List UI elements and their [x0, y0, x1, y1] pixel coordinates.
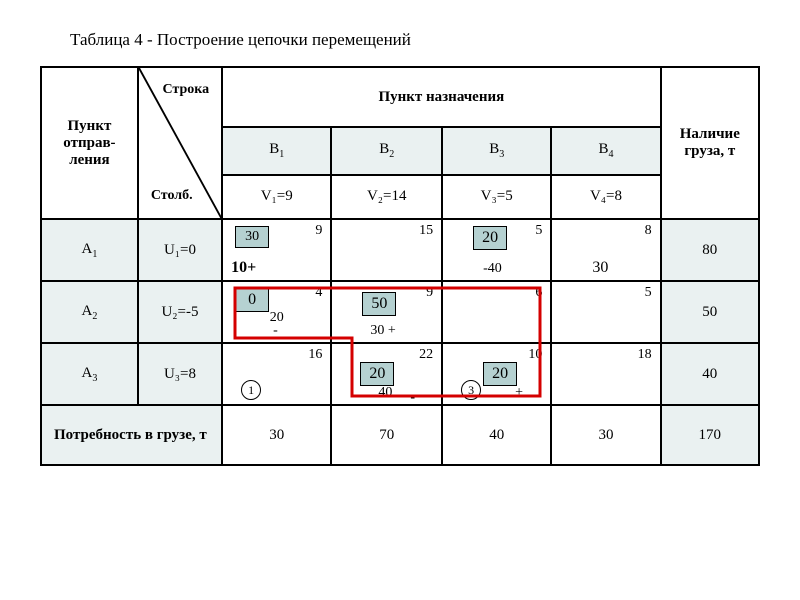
col-B1: B1	[222, 127, 331, 175]
header-dest: Пункт назначения	[222, 67, 660, 127]
cell-1-2: 15	[331, 219, 442, 281]
col-B2: B2	[331, 127, 442, 175]
cell-2-2: 9 50 30 +	[331, 281, 442, 343]
row-A1: A1	[41, 219, 138, 281]
transport-table: Пункт отправ-ления Строка Столб. Пункт н…	[40, 66, 760, 466]
cell-1-1: 9 30 10+	[222, 219, 331, 281]
U3: U₃=8	[138, 343, 222, 405]
col-V1: V₁=9	[222, 175, 331, 219]
table-title: Таблица 4 - Построение цепочки перемещен…	[70, 30, 760, 50]
header-source: Пункт отправ-ления	[41, 67, 138, 219]
demand-4: 30	[551, 405, 660, 465]
supply-1: 80	[661, 219, 759, 281]
col-B3: B3	[442, 127, 551, 175]
cell-3-1: 16 1	[222, 343, 331, 405]
header-diag: Строка Столб.	[138, 67, 222, 219]
demand-1: 30	[222, 405, 331, 465]
cell-3-2: 22 20 40 -	[331, 343, 442, 405]
cell-1-4: 8 30	[551, 219, 660, 281]
row-A2: A2	[41, 281, 138, 343]
supply-3: 40	[661, 343, 759, 405]
row-A3: A3	[41, 343, 138, 405]
cell-3-3: 10 20 3 +	[442, 343, 551, 405]
header-supply: Наличие груза, т	[661, 67, 759, 219]
cell-3-4: 18	[551, 343, 660, 405]
col-V2: V₂=14	[331, 175, 442, 219]
col-B4: B4	[551, 127, 660, 175]
col-V3: V₃=5	[442, 175, 551, 219]
total: 170	[661, 405, 759, 465]
cell-2-4: 5	[551, 281, 660, 343]
U2: U₂=-5	[138, 281, 222, 343]
demand-label: Потребность в грузе, т	[41, 405, 222, 465]
cell-1-3: 5 20 -40	[442, 219, 551, 281]
cell-2-3: 6	[442, 281, 551, 343]
col-V4: V₄=8	[551, 175, 660, 219]
demand-3: 40	[442, 405, 551, 465]
supply-2: 50	[661, 281, 759, 343]
U1: U₁=0	[138, 219, 222, 281]
cell-2-1: 4 0 20 -	[222, 281, 331, 343]
demand-2: 70	[331, 405, 442, 465]
